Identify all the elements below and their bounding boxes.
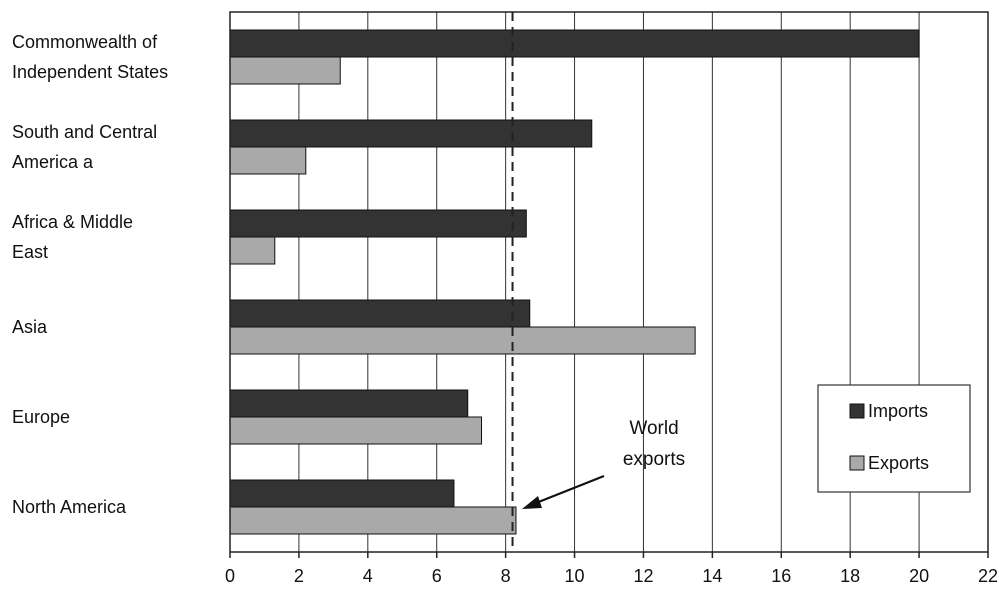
annotation-group: World exports [522, 418, 685, 509]
category-label: Europe [12, 407, 70, 427]
bar-exports [229, 506, 517, 535]
x-tick-label: 18 [840, 566, 860, 586]
bar-imports [229, 389, 469, 418]
x-tick-label: 10 [565, 566, 585, 586]
category-label: South and Central America a [12, 122, 157, 172]
category-label-line: Independent States [12, 62, 168, 82]
x-tick-label: 14 [702, 566, 722, 586]
x-tick-label: 6 [432, 566, 442, 586]
category-label: Asia [12, 317, 48, 337]
x-tick-label: 0 [225, 566, 235, 586]
category-label-line: North America [12, 497, 127, 517]
category-label-line: Asia [12, 317, 48, 337]
legend-label-exports: Exports [868, 453, 929, 473]
bar-exports [229, 326, 696, 355]
annotation-line: exports [623, 449, 685, 470]
bar-imports [229, 479, 455, 508]
x-tick-label: 2 [294, 566, 304, 586]
legend-label-imports: Imports [868, 401, 928, 421]
x-tick-label: 20 [909, 566, 929, 586]
category-label-line: East [12, 242, 48, 262]
category-label: Africa & Middle East [12, 212, 133, 262]
bar-exports [229, 416, 483, 445]
bar-imports [229, 299, 531, 328]
legend: Imports Exports [817, 384, 971, 493]
category-label-line: Africa & Middle [12, 212, 133, 232]
x-tick-label: 12 [633, 566, 653, 586]
annotation-arrow-head [522, 496, 542, 509]
bar-imports [229, 119, 593, 148]
bars [229, 29, 920, 535]
legend-swatch-imports [849, 403, 865, 419]
category-label: North America [12, 497, 127, 517]
annotation-line: World [629, 418, 678, 439]
x-tick-label: 8 [501, 566, 511, 586]
x-tick-label: 16 [771, 566, 791, 586]
category-label: Commonwealth of Independent States [12, 32, 168, 82]
bar-exports [229, 236, 276, 265]
x-tick-label: 22 [978, 566, 998, 586]
category-label-line: South and Central [12, 122, 157, 142]
bar-imports [229, 209, 527, 238]
x-tick-label: 4 [363, 566, 373, 586]
legend-box [817, 384, 971, 493]
plot-frame [229, 11, 989, 553]
annotation-text: World exports [623, 418, 685, 470]
category-label-line: America a [12, 152, 94, 172]
category-label-line: Europe [12, 407, 70, 427]
bar-exports [229, 56, 341, 85]
annotation-arrow-shaft [535, 474, 605, 505]
x-axis-ticks: 0 2 4 6 8 10 12 14 16 18 20 22 [225, 552, 998, 586]
category-labels: Commonwealth of Independent States South a… [12, 32, 168, 517]
category-label-line: Commonwealth of [12, 32, 158, 52]
bar-imports [229, 29, 920, 58]
legend-swatch-exports [849, 455, 865, 471]
bar-exports [229, 146, 307, 175]
